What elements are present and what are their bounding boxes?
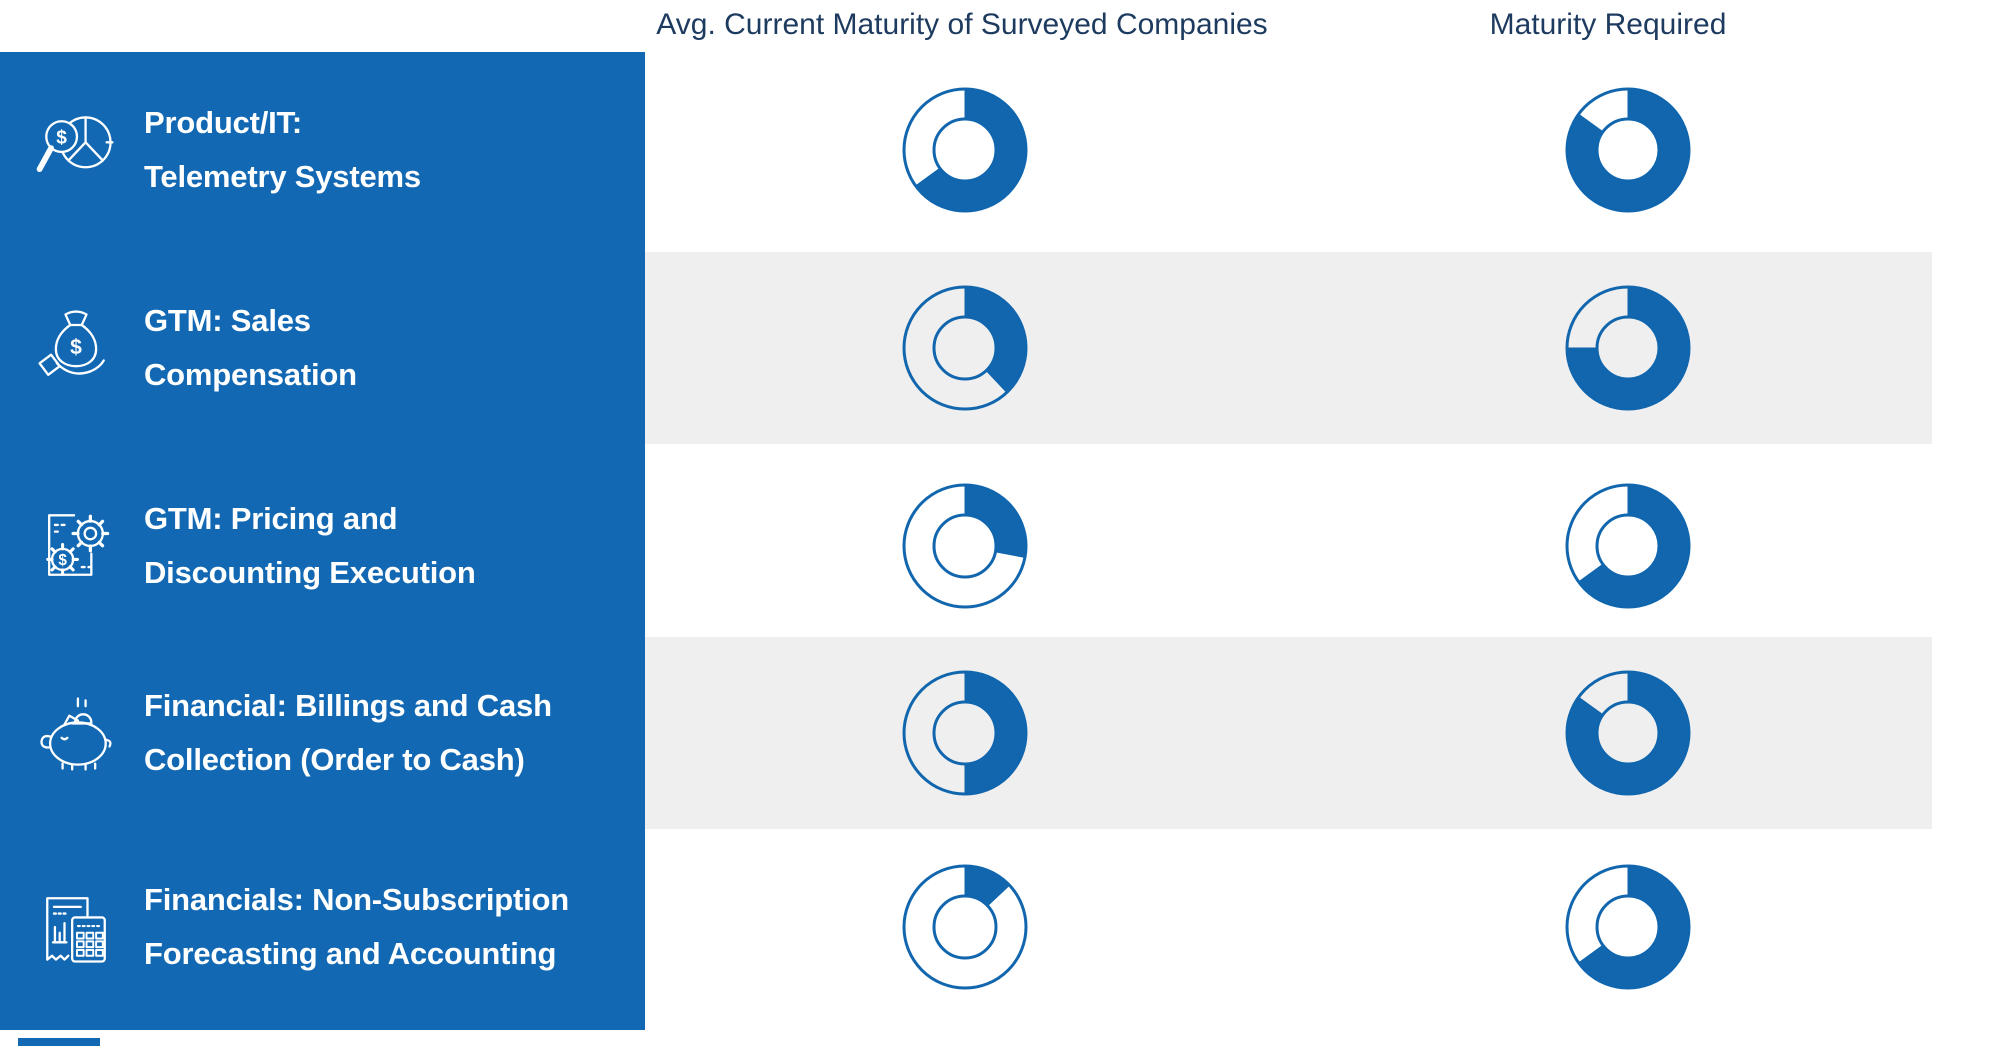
category-row-3: $ GTM: Pricing and Discounting Execution [30,492,476,600]
svg-text:$: $ [70,336,82,359]
donut-current-row-1 [900,85,1030,215]
category-label: Product/IT: Telemetry Systems [144,96,421,204]
category-label: Financials: Non-Subscription Forecasting… [144,873,569,981]
svg-text:$: $ [56,127,67,148]
donut-required-row-1 [1563,85,1693,215]
category-label: Financial: Billings and Cash Collection … [144,679,552,787]
donut-required-row-2 [1563,283,1693,413]
category-row-2: $ GTM: Sales Compensation [30,294,357,402]
document-gears-dollar-icon: $ [30,500,122,592]
row-stripe [645,637,1932,829]
category-label-line1: Financials: Non-Subscription [144,882,569,917]
donut-required-row-4 [1563,668,1693,798]
category-label-line1: Financial: Billings and Cash [144,688,552,723]
svg-text:$: $ [58,552,67,569]
receipt-calculator-icon [30,881,122,973]
bottom-left-blue-stub [18,1038,100,1046]
category-label-line1: GTM: Sales [144,303,311,338]
category-row-4: Financial: Billings and Cash Collection … [30,679,552,787]
category-row-1: $ Product/IT: Telemetry Systems [30,96,421,204]
category-label-line2: Telemetry Systems [144,159,421,194]
category-label-line1: Product/IT: [144,105,302,140]
donut-current-row-2 [900,283,1030,413]
category-label-line2: Discounting Execution [144,555,476,590]
category-label-line2: Collection (Order to Cash) [144,742,525,777]
donut-required-row-5 [1563,862,1693,992]
donut-current-row-4 [900,668,1030,798]
category-label: GTM: Pricing and Discounting Execution [144,492,476,600]
category-sidebar [0,52,645,1030]
category-label-line2: Forecasting and Accounting [144,936,557,971]
piggy-bank-icon [30,687,122,779]
magnifier-dollar-pie-icon: $ [30,104,122,196]
hand-money-bag-icon: $ [30,302,122,394]
category-row-5: Financials: Non-Subscription Forecasting… [30,873,569,981]
donut-required-row-3 [1563,481,1693,611]
column-header-maturity-required: Maturity Required [1489,8,1727,41]
row-stripe [645,252,1932,444]
category-label-line2: Compensation [144,357,357,392]
donut-current-row-3 [900,481,1030,611]
category-label: GTM: Sales Compensation [144,294,357,402]
category-label-line1: GTM: Pricing and [144,501,398,536]
donut-current-row-5 [900,862,1030,992]
column-header-current-maturity: Avg. Current Maturity of Surveyed Compan… [656,8,1268,41]
